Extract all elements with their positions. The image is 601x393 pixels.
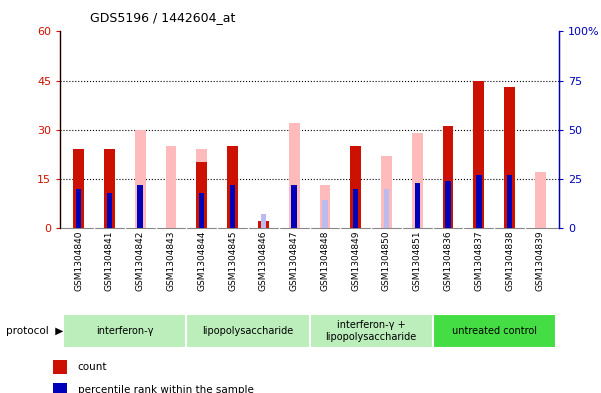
Bar [258, 221, 269, 228]
Text: GSM1304838: GSM1304838 [505, 230, 514, 291]
FancyBboxPatch shape [310, 314, 433, 348]
Text: untreated control: untreated control [452, 326, 537, 336]
Text: interferon-γ +
lipopolysaccharide: interferon-γ + lipopolysaccharide [326, 320, 416, 342]
Text: GSM1304849: GSM1304849 [351, 230, 360, 291]
Bar [73, 149, 84, 228]
Text: protocol  ▶: protocol ▶ [6, 326, 63, 336]
Bar [474, 81, 484, 228]
Text: GSM1304841: GSM1304841 [105, 230, 114, 291]
Bar [291, 185, 297, 228]
Bar [199, 193, 204, 228]
Text: GSM1304837: GSM1304837 [474, 230, 483, 291]
Bar [320, 185, 331, 228]
FancyBboxPatch shape [53, 383, 67, 393]
Text: GSM1304840: GSM1304840 [74, 230, 83, 291]
Text: GSM1304836: GSM1304836 [444, 230, 453, 291]
Text: GSM1304842: GSM1304842 [136, 230, 145, 291]
Bar [261, 214, 266, 228]
Bar [288, 123, 299, 228]
Bar [291, 185, 297, 228]
Text: interferon-γ: interferon-γ [96, 326, 153, 336]
Bar [504, 87, 515, 228]
Bar [415, 183, 420, 228]
Bar [350, 146, 361, 228]
Bar [135, 130, 145, 228]
Bar [504, 87, 515, 228]
Bar [476, 175, 481, 228]
Bar [106, 193, 112, 228]
Text: GSM1304843: GSM1304843 [166, 230, 175, 291]
Bar [227, 146, 238, 228]
Bar [412, 133, 423, 228]
Text: lipopolysaccharide: lipopolysaccharide [203, 326, 293, 336]
Bar [165, 146, 176, 228]
Bar [381, 156, 392, 228]
Bar [104, 149, 115, 228]
Text: GSM1304846: GSM1304846 [259, 230, 268, 291]
Bar [104, 149, 115, 228]
Text: GSM1304847: GSM1304847 [290, 230, 299, 291]
Text: GSM1304845: GSM1304845 [228, 230, 237, 291]
Bar [197, 162, 207, 228]
FancyBboxPatch shape [63, 314, 186, 348]
Text: percentile rank within the sample: percentile rank within the sample [78, 385, 254, 393]
Bar [474, 81, 484, 228]
Text: GSM1304850: GSM1304850 [382, 230, 391, 291]
FancyBboxPatch shape [186, 314, 310, 348]
FancyBboxPatch shape [433, 314, 556, 348]
Bar [230, 185, 235, 228]
Text: GSM1304848: GSM1304848 [320, 230, 329, 291]
Text: GSM1304851: GSM1304851 [413, 230, 422, 291]
Text: GSM1304839: GSM1304839 [536, 230, 545, 291]
Bar [138, 185, 143, 228]
Bar [322, 200, 328, 228]
Bar [138, 185, 143, 228]
Bar [353, 189, 358, 228]
FancyBboxPatch shape [53, 360, 67, 374]
Text: count: count [78, 362, 108, 372]
Bar [197, 149, 207, 228]
Bar [443, 127, 454, 228]
Bar [445, 181, 451, 228]
Bar [227, 146, 238, 228]
Bar [443, 127, 454, 228]
Bar [384, 189, 389, 228]
Text: GSM1304844: GSM1304844 [197, 230, 206, 291]
Text: GDS5196 / 1442604_at: GDS5196 / 1442604_at [90, 11, 236, 24]
Bar [535, 172, 546, 228]
Bar [350, 146, 361, 228]
Bar [76, 189, 81, 228]
Bar [507, 175, 513, 228]
Bar [73, 149, 84, 228]
